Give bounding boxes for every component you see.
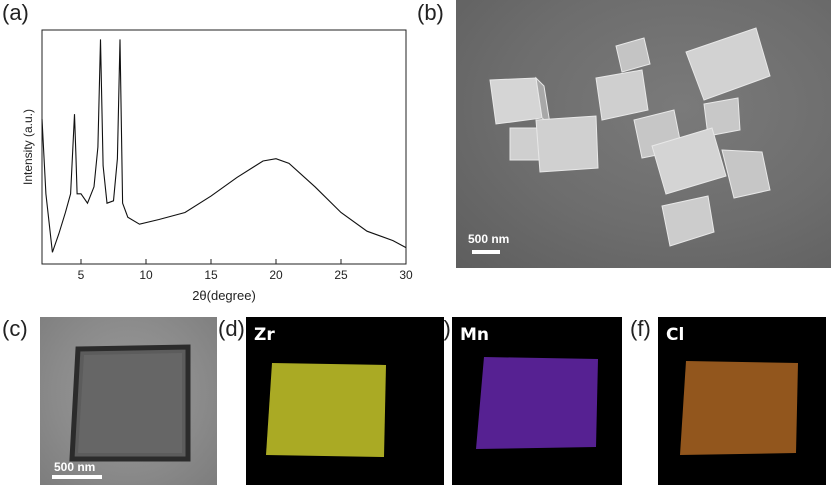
panel-label-f: (f) <box>630 316 651 341</box>
sem-scale-bar <box>472 250 500 254</box>
eds-map-mn: Mn <box>452 317 622 485</box>
eds-cl-square <box>680 361 798 455</box>
xrd-x-tick-label: 30 <box>399 268 413 282</box>
xrd-x-tick-label: 15 <box>204 268 218 282</box>
xrd-x-tick-label: 5 <box>78 268 85 282</box>
eds-mn-square <box>476 357 598 449</box>
xrd-x-tick-label: 10 <box>139 268 153 282</box>
sem-image: 500 nm <box>456 0 831 268</box>
xrd-axes <box>41 29 407 265</box>
eds-mn-label: Mn <box>460 325 490 345</box>
eds-zr-square <box>266 363 386 457</box>
panel-label-d: (d) <box>218 316 245 341</box>
eds-map-zr: Zr <box>246 317 444 485</box>
xrd-chart: 5 10 15 20 25 30 Intensity (a.u.) 2θ(degree) <box>21 29 413 303</box>
xrd-plot-frame <box>41 29 407 265</box>
panel-label-b: (b) <box>417 0 444 25</box>
tem-scale-bar <box>52 475 102 479</box>
eds-map-cl: Cl <box>658 317 826 485</box>
xrd-x-axis-label: 2θ(degree) <box>192 288 256 303</box>
xrd-x-tick-label: 20 <box>269 268 283 282</box>
xrd-ticks: 5 10 15 20 25 30 <box>78 259 413 282</box>
sem-scale-label: 500 nm <box>468 232 510 246</box>
xrd-pattern-line <box>41 39 407 253</box>
eds-zr-label: Zr <box>254 325 275 345</box>
tem-scale-label: 500 nm <box>54 460 96 474</box>
panel-label-c: (c) <box>2 316 28 341</box>
panel-label-a: (a) <box>2 0 29 25</box>
tem-image: 500 nm <box>40 317 217 485</box>
eds-cl-label: Cl <box>666 325 685 345</box>
xrd-y-axis-label: Intensity (a.u.) <box>21 109 35 185</box>
xrd-x-tick-label: 25 <box>334 268 348 282</box>
